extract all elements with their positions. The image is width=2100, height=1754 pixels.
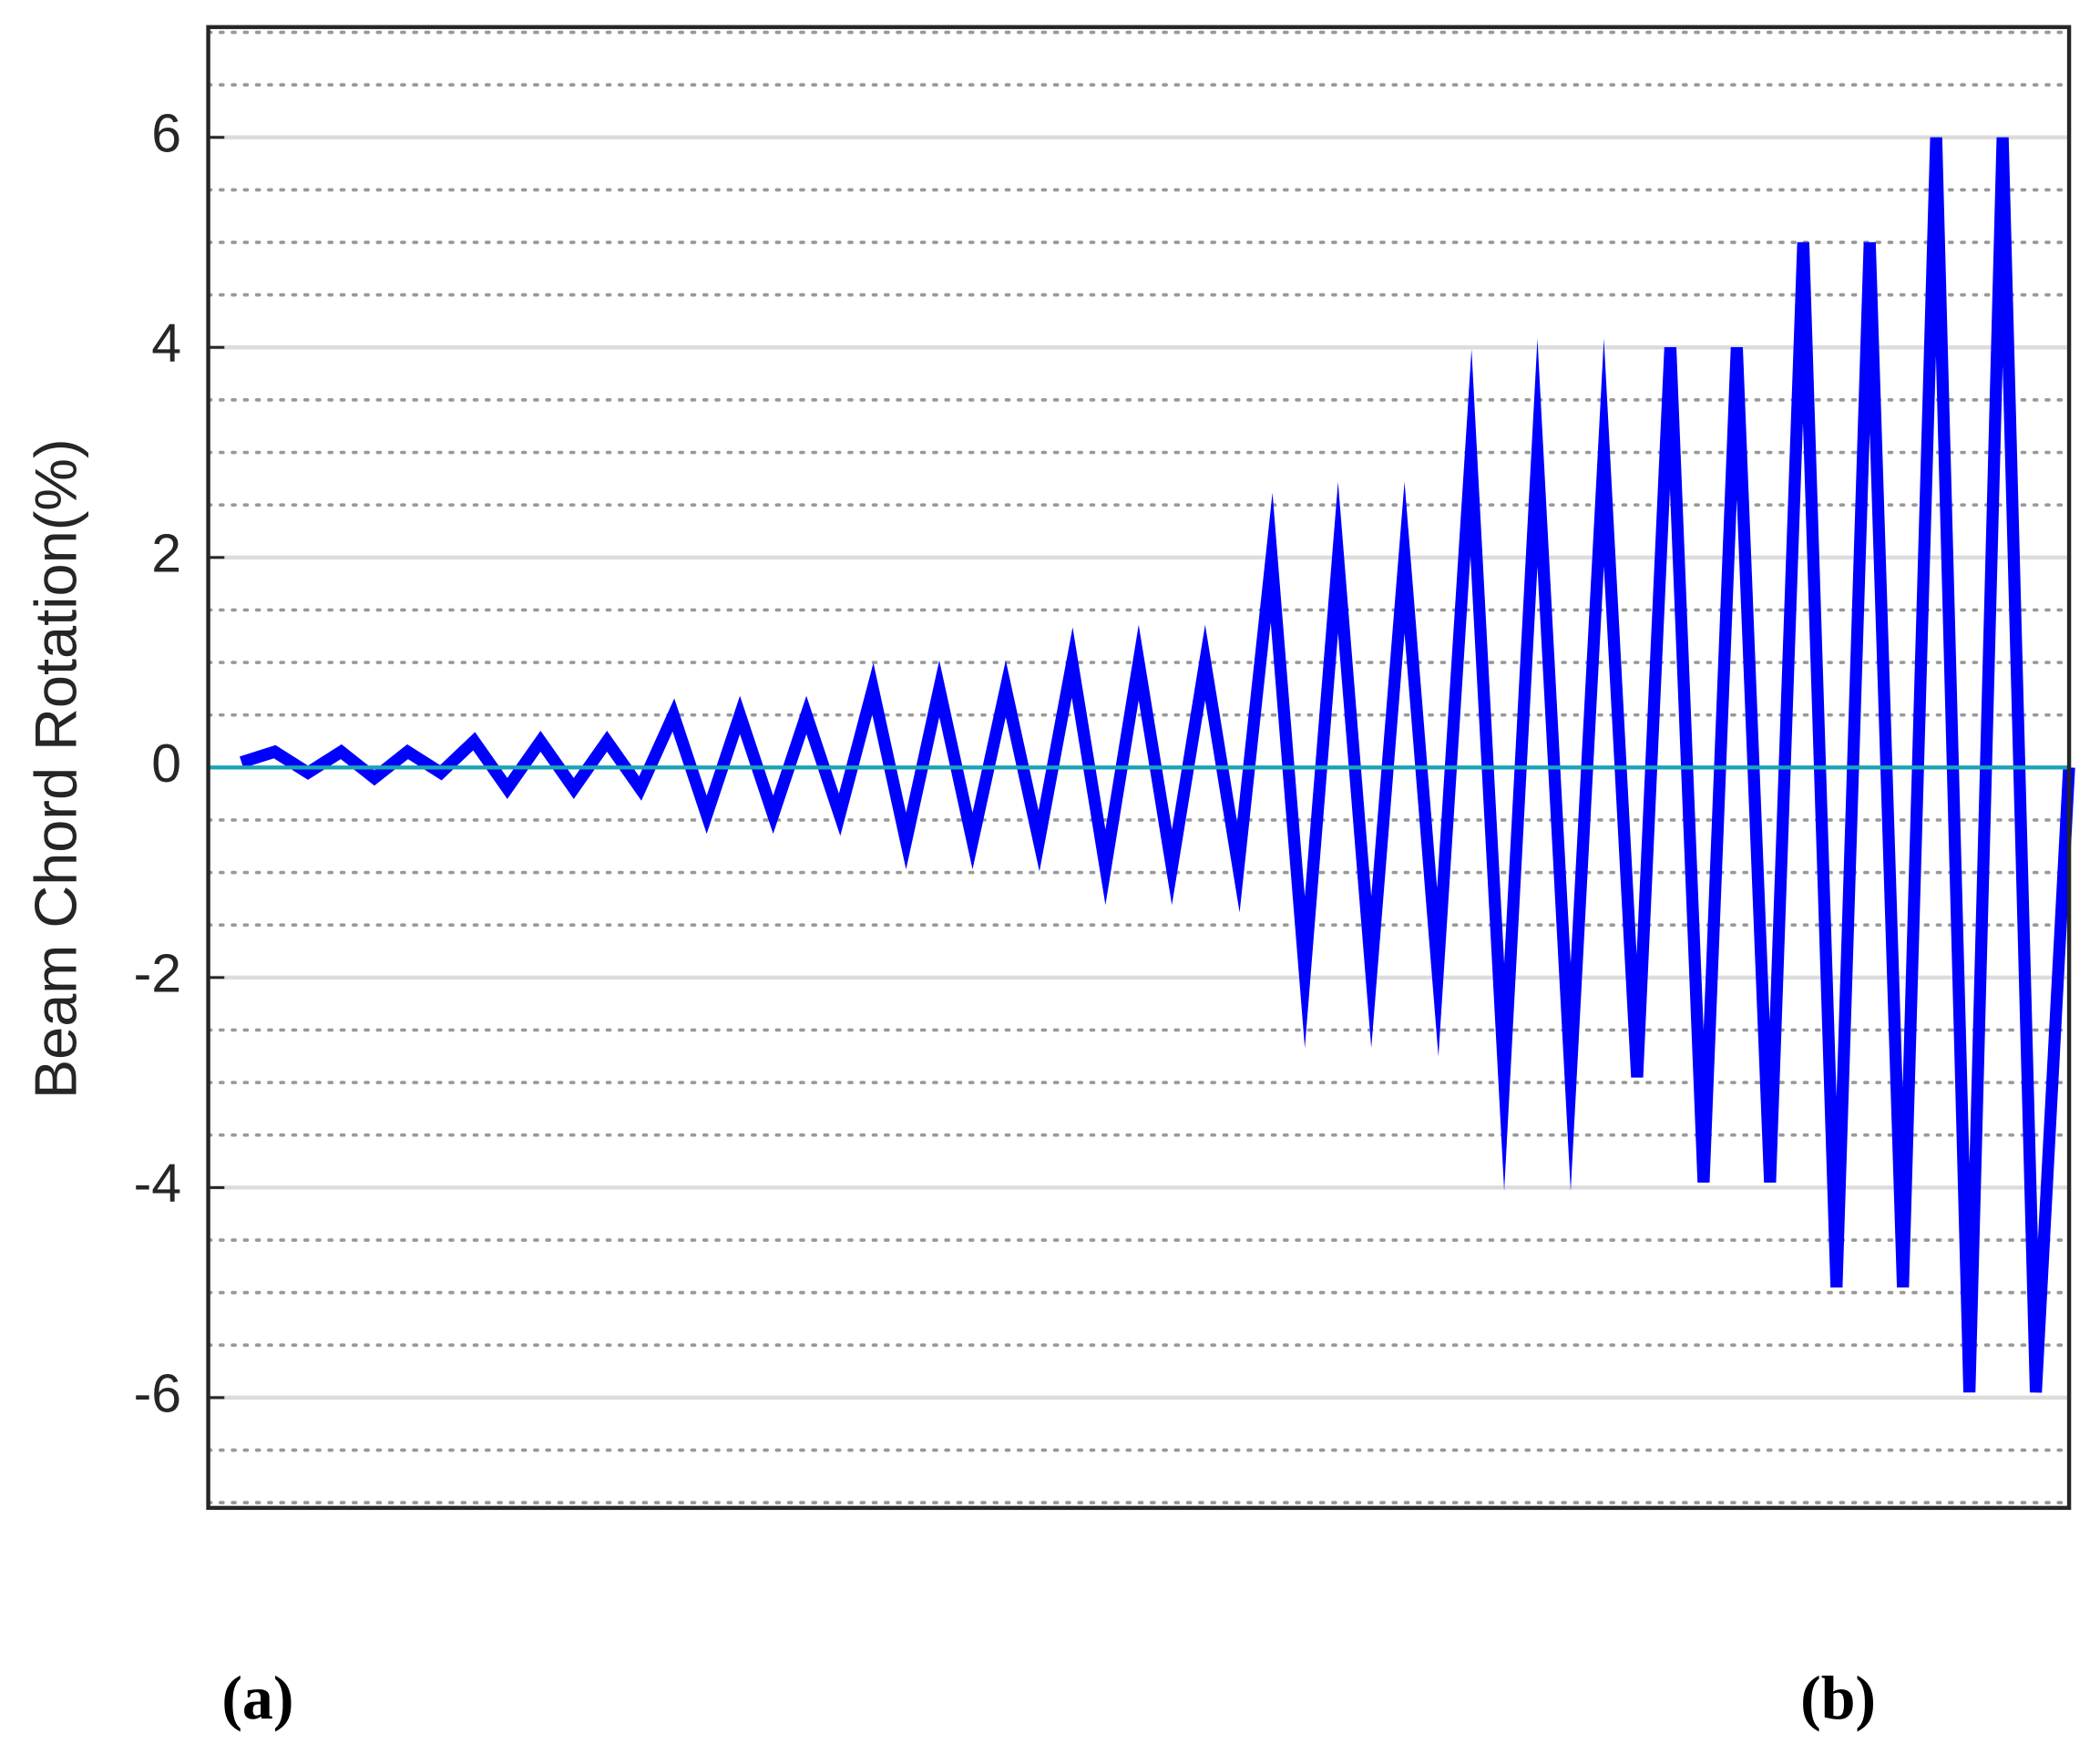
y-tick-label: 6 [151,104,181,163]
y-tick-label: 0 [151,734,181,794]
panel-label: (a) [221,1664,293,1732]
y-tick-label: -4 [134,1154,181,1214]
y-tick-label: -6 [134,1364,181,1423]
panel-label: (b) [1800,1664,1876,1732]
plot-frame [206,25,2072,1511]
y-tick-label: 4 [151,314,181,374]
y-axis-label: Beam Chord Rotation(%) [23,438,89,1099]
y-tick-label: -2 [134,944,181,1003]
y-tick-label: 2 [151,524,181,583]
data-line [240,137,2075,1393]
